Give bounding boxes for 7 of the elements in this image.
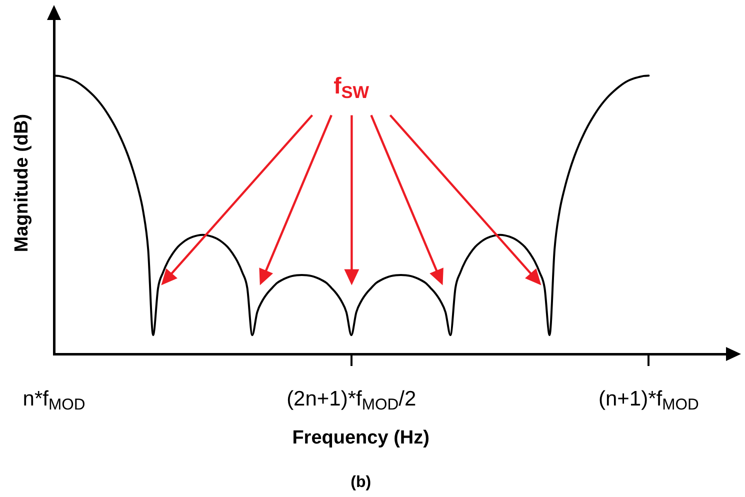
- y-axis-title: Magnitude (dB): [12, 114, 32, 252]
- x-tick-label: n*f$_{MOD}$: [22, 388, 86, 414]
- x-tick-label: (n+1)*f$_{MOD}$: [598, 388, 699, 414]
- x-tick-label: (2n+1)*f$_{MOD}$/2: [286, 388, 416, 414]
- x-axis-title: Frequency (Hz): [292, 428, 430, 448]
- annotation: f$_{SW}$: [334, 72, 370, 102]
- text: (b): [350, 474, 372, 491]
